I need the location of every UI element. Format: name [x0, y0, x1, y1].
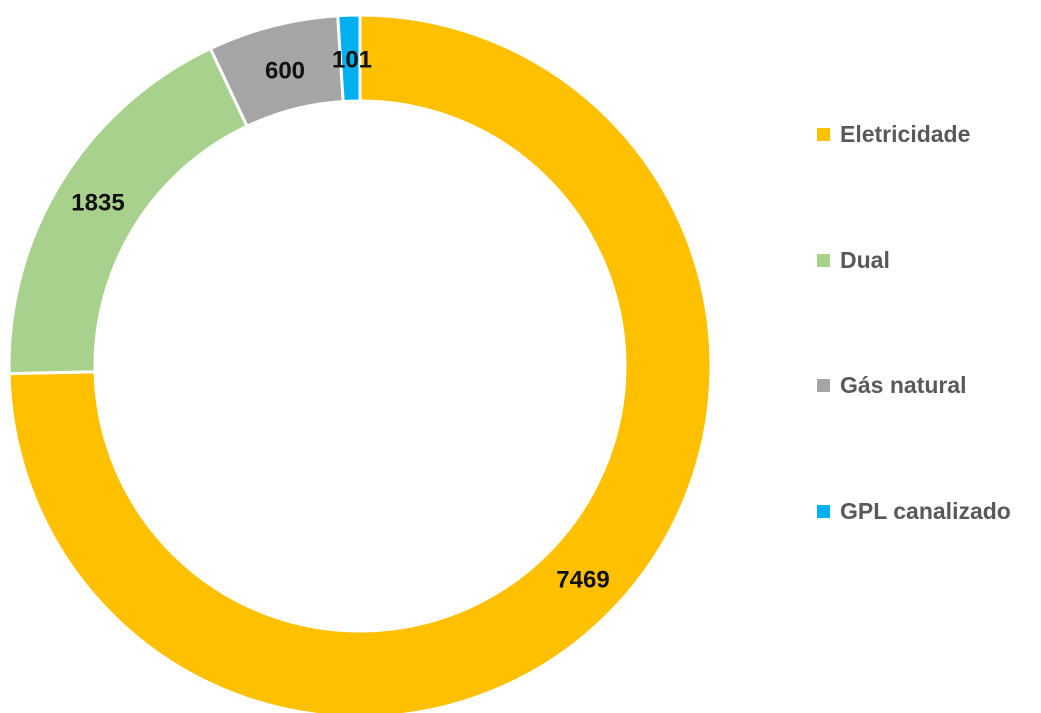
- data-label-dual: 1835: [71, 189, 124, 216]
- legend-swatch-eletricidade: [817, 127, 830, 141]
- data-label-eletricidade: 7469: [556, 566, 609, 593]
- legend-label-eletricidade: Eletricidade: [840, 120, 971, 147]
- slice-gpl-canalizado: [336, 13, 362, 104]
- legend-swatch-gpl-canalizado: [817, 504, 830, 518]
- legend-item-dual: Dual: [817, 240, 890, 280]
- slice-eletricidade: [7, 13, 713, 713]
- legend-swatch-gas-natural: [817, 378, 830, 392]
- legend-item-gpl-canalizado: GPL canalizado: [817, 491, 1011, 531]
- legend-item-eletricidade: Eletricidade: [817, 114, 970, 154]
- legend-label-gas-natural: Gás natural: [840, 371, 967, 398]
- data-label-gas-natural: 600: [265, 57, 305, 84]
- legend-item-gas-natural: Gás natural: [817, 365, 967, 405]
- data-label-gpl-canalizado: 101: [332, 46, 372, 73]
- legend-label-dual: Dual: [840, 246, 890, 273]
- legend-label-gpl-canalizado: GPL canalizado: [840, 497, 1011, 524]
- data-labels: 7469 1835 600 101: [71, 46, 609, 593]
- slice-dual: [7, 46, 250, 376]
- donut-slices: [7, 13, 713, 713]
- legend-swatch-dual: [817, 253, 830, 267]
